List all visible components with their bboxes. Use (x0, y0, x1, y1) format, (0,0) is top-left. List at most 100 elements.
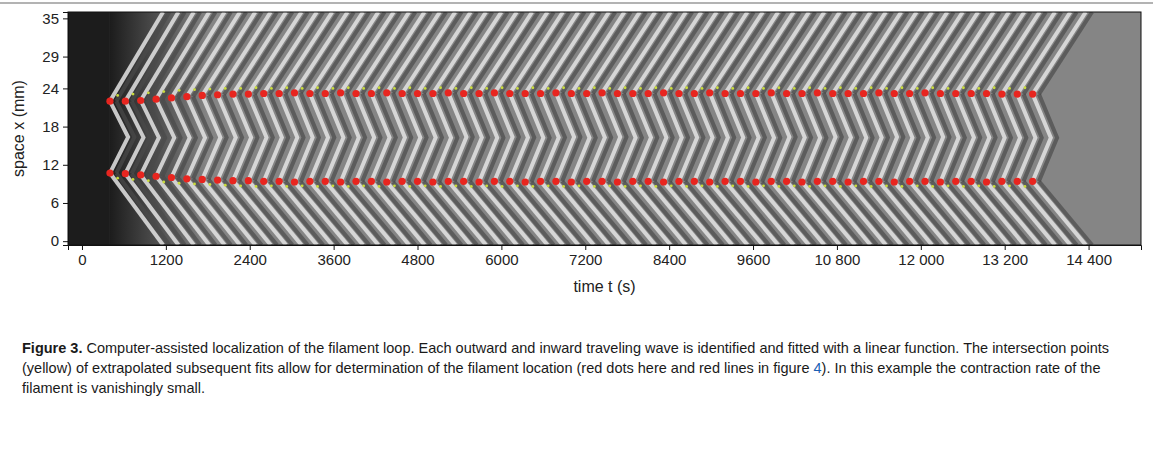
wave-front (448, 93, 466, 181)
plot-area (68, 12, 1141, 245)
wave-front (648, 93, 666, 181)
filament-point (645, 178, 652, 185)
filament-point (629, 178, 636, 185)
intersection-point (255, 86, 258, 89)
filament-point (921, 178, 928, 185)
wave-front (833, 93, 851, 181)
intersection-point (1008, 184, 1011, 187)
wave-shadow (347, 182, 400, 245)
filament-point (721, 178, 728, 185)
filament-point (506, 178, 513, 185)
intersection-point (639, 87, 642, 90)
filament-point (199, 92, 206, 99)
intersection-point (301, 87, 304, 90)
wave-shadow (1039, 181, 1092, 245)
wave-front (341, 93, 359, 182)
wave-shadow (716, 12, 769, 93)
figure-link[interactable]: 4 (814, 360, 822, 376)
filament-point (614, 90, 621, 97)
wave-shadow (716, 182, 769, 245)
intersection-point (793, 184, 796, 187)
axis-line (69, 246, 1142, 251)
filament-point (337, 178, 344, 185)
intersection-point (270, 87, 273, 90)
filament-point (399, 90, 406, 97)
filament-point (475, 178, 482, 185)
wave-front (510, 93, 528, 181)
wave-shadow (654, 12, 707, 93)
tick-label: 29 (42, 48, 59, 65)
wave-front (802, 93, 820, 181)
wave-stripes (110, 12, 1092, 245)
wave-front (1017, 94, 1035, 181)
filament-point (752, 178, 759, 185)
intersection-point (439, 185, 442, 188)
wave-front (402, 93, 420, 181)
intersection-point (854, 184, 857, 187)
wave-front (141, 100, 159, 174)
wave-shadow (285, 12, 338, 93)
wave-front (787, 93, 805, 181)
wave-front (171, 98, 189, 178)
filament-point (199, 176, 206, 183)
wave-front (418, 93, 436, 181)
wave-front (264, 93, 282, 181)
filament-point (260, 90, 267, 97)
intersection-point (562, 86, 565, 89)
wave-shadow (347, 12, 400, 93)
wave-front (556, 93, 574, 181)
wave-shadow (670, 182, 723, 245)
intersection-point (916, 87, 919, 90)
intersection-point (778, 185, 781, 188)
wave-shadow (547, 181, 600, 245)
filament-point (860, 178, 867, 185)
intersection-point (593, 185, 596, 188)
tick-label: 12 (42, 156, 59, 173)
wave-shadow (1024, 181, 1077, 245)
intersection-point (501, 86, 504, 89)
filament-point (445, 178, 452, 185)
filament-point (1029, 91, 1036, 98)
filament-point (152, 173, 159, 180)
filament-point (829, 90, 836, 97)
series-points (116, 86, 1026, 96)
wave-shadow (854, 12, 907, 93)
wave-front (925, 93, 943, 181)
wave-shadow (301, 12, 354, 93)
intersection-point (931, 185, 934, 188)
wave-front (602, 93, 620, 181)
wave-shadow (639, 181, 692, 245)
tick-label: 1200 (150, 251, 183, 268)
filament-point (768, 178, 775, 185)
intersection-point (731, 184, 734, 187)
intersection-point (178, 89, 181, 92)
intersection-point (977, 184, 980, 187)
intersection-point (685, 185, 688, 188)
filament-point (429, 178, 436, 185)
wave-shadow (439, 12, 492, 93)
tick-label: 13 200 (982, 251, 1028, 268)
wave-shadow (977, 12, 1030, 93)
filament-point (798, 90, 805, 97)
wave-shadow (1039, 12, 1092, 94)
filament-point (414, 90, 421, 97)
series-points (106, 169, 1036, 185)
wave-front (433, 93, 451, 181)
tick: 9600 (737, 245, 770, 268)
wave-shadow (639, 12, 692, 93)
wave-front (371, 93, 389, 181)
wave-shadow (531, 182, 584, 245)
filament-point (583, 178, 590, 185)
wave-shadow (578, 182, 631, 245)
x-axis: 01200240036004800600072008400960010 8001… (69, 245, 1142, 268)
intersection-point (839, 86, 842, 89)
filament-point (137, 97, 144, 104)
intersection-point (485, 87, 488, 90)
wave-front (479, 93, 497, 181)
intersection-point (639, 184, 642, 187)
filament-point (214, 176, 221, 183)
filament-point (306, 90, 313, 97)
wave-shadow (562, 181, 615, 245)
wave-shadow (378, 12, 431, 93)
intersection-point (870, 86, 873, 89)
